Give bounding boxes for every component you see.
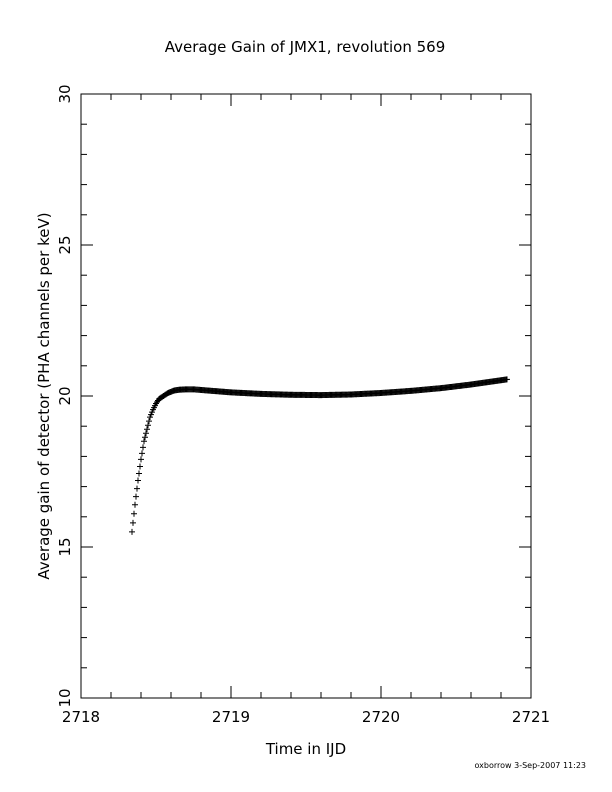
data-point bbox=[129, 528, 135, 535]
data-point bbox=[131, 510, 137, 517]
data-point bbox=[134, 485, 140, 492]
footer-stamp: oxborrow 3-Sep-2007 11:23 bbox=[475, 761, 587, 770]
x-tick-label-2721: 2721 bbox=[512, 708, 550, 726]
chart-title: Average Gain of JMX1, revolution 569 bbox=[165, 38, 446, 56]
data-point bbox=[141, 438, 147, 445]
data-point bbox=[132, 501, 138, 508]
data-point bbox=[133, 493, 139, 500]
data-point bbox=[149, 409, 155, 416]
y-axis-label: Average gain of detector (PHA channels p… bbox=[35, 212, 53, 579]
data-point bbox=[142, 434, 148, 441]
data-point bbox=[140, 444, 146, 451]
data-points bbox=[129, 376, 510, 535]
x-axis-label: Time in IJD bbox=[265, 740, 346, 758]
data-point bbox=[147, 414, 153, 421]
data-point bbox=[138, 456, 144, 463]
y-tick-label-30: 30 bbox=[56, 84, 74, 103]
x-tick-label-2720: 2720 bbox=[362, 708, 400, 726]
data-point bbox=[130, 519, 136, 526]
y-tick-label-10: 10 bbox=[56, 688, 74, 707]
data-point bbox=[137, 463, 143, 470]
data-point bbox=[148, 411, 154, 418]
y-tick-label-15: 15 bbox=[56, 537, 74, 556]
data-point bbox=[135, 477, 141, 484]
y-tick-label-20: 20 bbox=[56, 386, 74, 405]
y-tick-label-25: 25 bbox=[56, 235, 74, 254]
data-point bbox=[143, 430, 149, 437]
data-point bbox=[139, 450, 145, 457]
data-point bbox=[136, 470, 142, 477]
data-point bbox=[145, 422, 151, 429]
x-tick-label-2719: 2719 bbox=[212, 708, 250, 726]
axis-ticks bbox=[80, 93, 532, 699]
data-point bbox=[504, 376, 510, 383]
x-tick-label-2718: 2718 bbox=[62, 708, 100, 726]
data-point bbox=[144, 426, 150, 433]
data-point bbox=[146, 418, 152, 425]
